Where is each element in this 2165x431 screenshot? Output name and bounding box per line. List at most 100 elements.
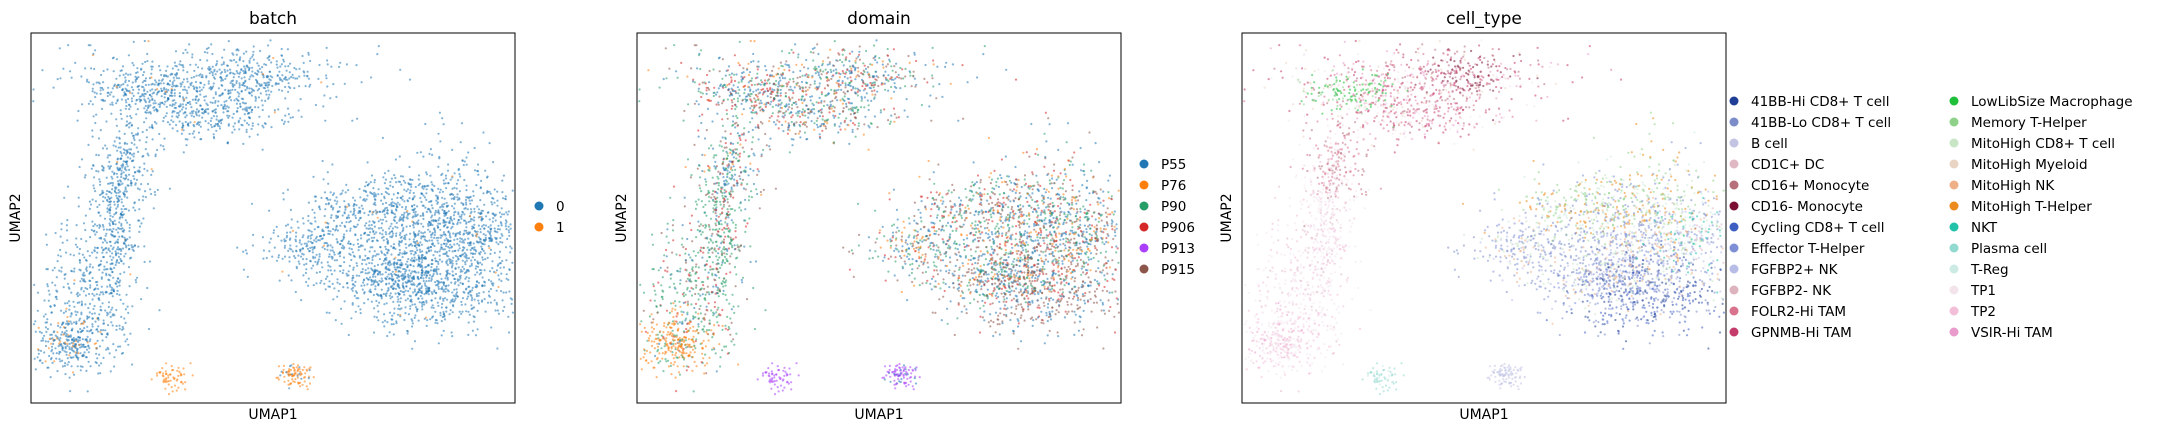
scatter-point <box>430 306 433 309</box>
scatter-point <box>821 64 824 67</box>
scatter-point <box>509 223 512 226</box>
scatter-point <box>168 123 171 126</box>
scatter-point <box>283 375 286 378</box>
scatter-point <box>294 372 297 375</box>
scatter-point <box>259 92 262 95</box>
scatter-point <box>55 352 58 355</box>
scatter-point <box>87 306 90 310</box>
scatter-point <box>828 62 831 66</box>
scatter-point <box>186 91 189 95</box>
scatter-point <box>94 49 97 52</box>
scatter-point <box>118 284 121 287</box>
scatter-point <box>775 104 778 107</box>
scatter-point <box>326 248 329 251</box>
scatter-point <box>182 99 185 102</box>
scatter-point <box>36 291 40 294</box>
scatter-point <box>399 289 402 293</box>
scatter-point <box>166 121 170 124</box>
scatter-point <box>844 86 847 89</box>
scatter-point <box>411 257 414 260</box>
scatter-point <box>890 76 893 79</box>
scatter-point <box>457 266 460 269</box>
scatter-point <box>390 318 393 321</box>
scatter-point <box>456 242 459 245</box>
scatter-point <box>482 192 485 195</box>
scatter-point <box>339 270 342 273</box>
scatter-point <box>125 190 128 193</box>
scatter-point <box>482 291 485 294</box>
scatter-point <box>89 44 92 47</box>
scatter-point <box>146 286 149 290</box>
scatter-point <box>123 132 126 135</box>
scatter-point <box>425 251 428 254</box>
scatter-point <box>418 248 421 251</box>
scatter-point <box>848 81 851 85</box>
scatter-point <box>507 278 510 281</box>
scatter-point <box>420 222 423 225</box>
scatter-point <box>109 315 112 318</box>
scatter-point <box>333 269 336 272</box>
scatter-point <box>236 91 239 94</box>
scatter-point <box>52 342 55 345</box>
scatter-point <box>367 298 370 301</box>
scatter-point <box>83 351 86 354</box>
scatter-point <box>326 198 330 201</box>
scatter-point <box>112 56 115 59</box>
scatter-point <box>460 217 463 220</box>
scatter-point <box>456 193 459 196</box>
scatter-point <box>214 123 217 126</box>
scatter-point <box>152 106 155 109</box>
scatter-point <box>138 188 141 191</box>
scatter-point <box>163 148 166 151</box>
scatter-point <box>880 83 883 86</box>
scatter-point <box>117 231 120 234</box>
scatter-point <box>429 210 432 213</box>
scatter-point <box>347 270 350 273</box>
scatter-point <box>404 306 407 309</box>
scatter-point <box>862 89 865 92</box>
scatter-point <box>287 113 290 116</box>
scatter-point <box>668 67 671 70</box>
scatter-point <box>473 223 476 226</box>
scatter-point <box>379 218 382 221</box>
scatter-point <box>331 233 334 236</box>
scatter-point <box>73 267 76 270</box>
scatter-point <box>59 255 62 258</box>
scatter-point <box>445 211 448 214</box>
scatter-point <box>108 167 111 170</box>
scatter-point <box>307 51 310 55</box>
scatter-point <box>229 89 232 92</box>
scatter-point <box>191 112 194 115</box>
scatter-point <box>102 322 106 325</box>
scatter-point <box>323 242 326 245</box>
scatter-point <box>418 244 421 247</box>
scatter-point <box>123 317 126 320</box>
scatter-point <box>130 132 133 135</box>
scatter-point <box>804 90 808 93</box>
scatter-point <box>128 226 131 229</box>
scatter-point <box>251 244 254 247</box>
scatter-point <box>437 268 440 271</box>
scatter-point <box>118 142 121 145</box>
scatter-point <box>150 192 153 196</box>
scatter-point <box>117 191 120 194</box>
scatter-point <box>882 82 885 85</box>
scatter-point <box>121 210 124 213</box>
scatter-point <box>290 373 294 376</box>
scatter-point <box>245 108 248 111</box>
scatter-point <box>144 196 147 199</box>
scatter-point <box>136 132 139 135</box>
scatter-point <box>129 179 133 182</box>
scatter-point <box>69 351 72 355</box>
scatter-point <box>317 258 320 261</box>
scatter-point <box>338 255 342 258</box>
scatter-point <box>256 62 259 65</box>
scatter-point <box>144 83 147 87</box>
scatter-point <box>306 75 309 78</box>
scatter-point <box>229 71 232 74</box>
scatter-point <box>144 190 147 193</box>
scatter-point <box>289 116 292 119</box>
scatter-point <box>88 265 91 268</box>
scatter-point <box>95 169 98 173</box>
scatter-point <box>489 227 492 230</box>
